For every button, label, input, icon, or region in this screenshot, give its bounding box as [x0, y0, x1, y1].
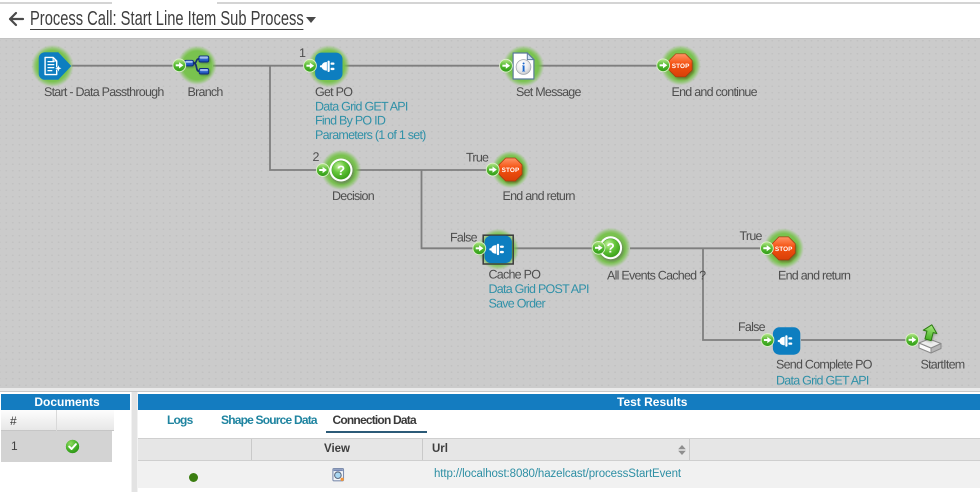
- svg-text:End and return: End and return: [503, 189, 576, 203]
- svg-text:Data Grid GET API: Data Grid GET API: [776, 374, 869, 388]
- svg-text:Data Grid POST API: Data Grid POST API: [489, 282, 589, 296]
- svg-text:Cache PO: Cache PO: [489, 268, 542, 282]
- svg-text:Data Grid GET API: Data Grid GET API: [315, 99, 408, 113]
- svg-text:False: False: [738, 320, 766, 334]
- svg-text:End and continue: End and continue: [672, 85, 758, 99]
- svg-text:Save Order: Save Order: [489, 297, 546, 311]
- svg-text:1: 1: [299, 46, 306, 60]
- svg-text:2: 2: [313, 150, 320, 164]
- svg-text:Find By PO ID: Find By PO ID: [315, 114, 386, 128]
- svg-text:False: False: [450, 231, 478, 245]
- svg-text:Get PO: Get PO: [315, 85, 353, 99]
- svg-text:Set Message: Set Message: [516, 85, 582, 99]
- svg-text:Branch: Branch: [188, 85, 224, 99]
- svg-text:StartItem: StartItem: [921, 358, 965, 372]
- svg-text:Start - Data Passthrough: Start - Data Passthrough: [44, 85, 164, 99]
- svg-text:Send Complete PO: Send Complete PO: [776, 358, 873, 372]
- svg-text:True: True: [740, 229, 763, 243]
- svg-text:Parameters (1 of 1 set): Parameters (1 of 1 set): [315, 128, 426, 142]
- svg-text:Decision: Decision: [332, 189, 375, 203]
- svg-text:All Events Cached ?: All Events Cached ?: [607, 269, 706, 283]
- svg-text:True: True: [466, 151, 489, 165]
- svg-text:End and return: End and return: [778, 269, 851, 283]
